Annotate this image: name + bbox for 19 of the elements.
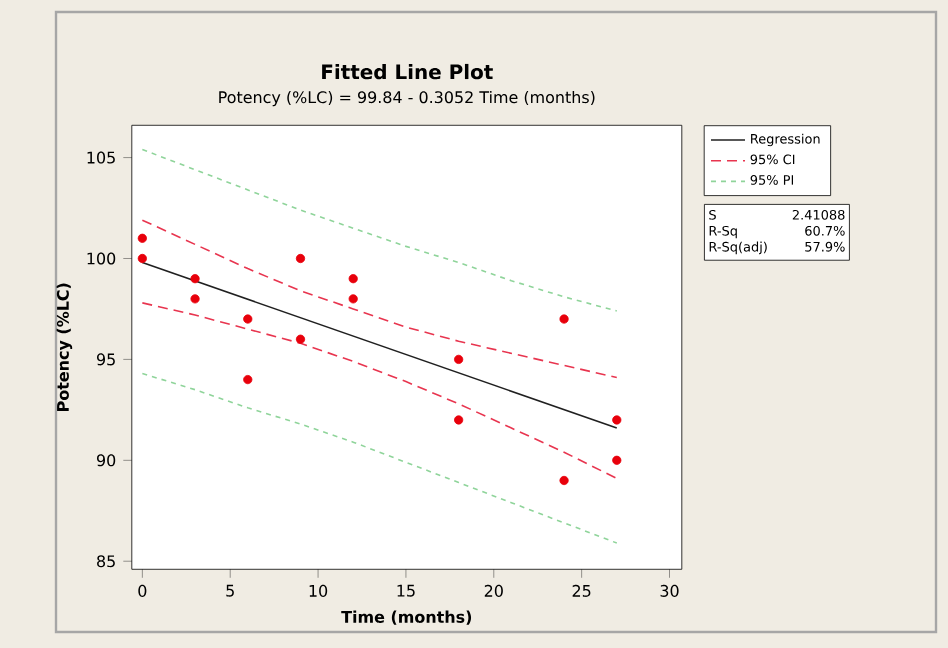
point [348,294,358,304]
point [190,274,200,284]
point [348,274,358,284]
point [243,374,253,385]
point [137,233,147,243]
point [559,314,569,324]
chart-title: Fitted Line Plot [322,63,493,80]
point [243,314,253,324]
point [454,415,464,425]
point [295,253,306,264]
line-series [141,372,618,544]
point [137,253,147,264]
point [454,354,464,364]
point [612,415,622,425]
point [559,475,569,486]
line-series [141,302,618,480]
point [295,334,306,344]
point [190,294,200,304]
point [612,455,622,465]
